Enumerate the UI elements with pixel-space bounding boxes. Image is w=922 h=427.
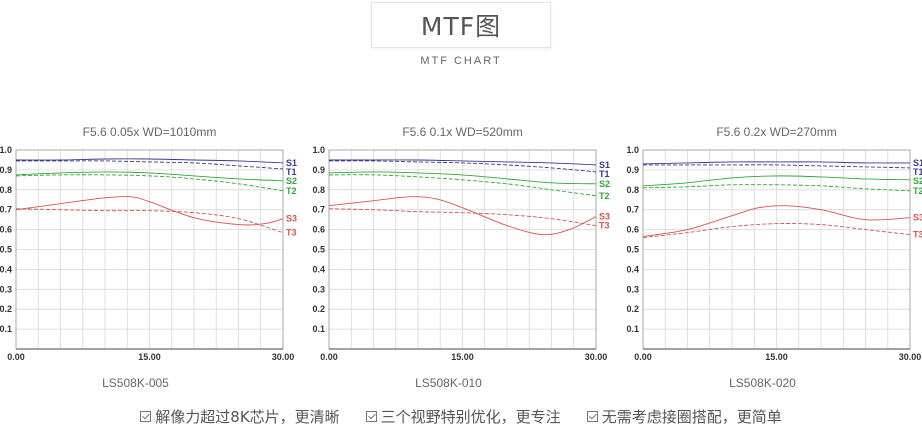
y-tick-label: 0.5: [312, 245, 325, 255]
y-tick-label: 0.2: [312, 304, 325, 314]
y-tick-label: 0.8: [0, 185, 12, 195]
x-tick-label: 30.00: [585, 352, 608, 362]
y-tick-label: 1.0: [626, 145, 639, 155]
checkbox-icon: [140, 411, 152, 422]
y-tick-label: 0.1: [0, 324, 12, 334]
legend-label: S1: [913, 158, 922, 168]
mtf-chart: F5.6 0.05x WD=1010mm 0.1 0.2 0.3 0.4 0.5 0.6 0.…: [0, 125, 297, 390]
y-tick-label: 0.6: [0, 225, 12, 235]
y-tick-label: 0.5: [626, 245, 639, 255]
x-tick-label: 30.00: [272, 352, 295, 362]
legend-label: S2: [599, 179, 610, 189]
y-tick-label: 0.8: [312, 185, 325, 195]
series-line-t3: [15, 208, 284, 234]
mtf-charts: F5.6 0.05x WD=1010mm 0.1 0.2 0.3 0.4 0.5 0.6 0.…: [0, 125, 922, 390]
feature-item: 解像力超过8K芯片，更清晰: [140, 406, 340, 427]
legend-label: S3: [599, 212, 610, 222]
series-line-t3: [642, 223, 911, 239]
legend-label: S2: [286, 176, 297, 186]
series-line-t2: [642, 184, 911, 192]
y-tick-label: 0.1: [626, 324, 639, 334]
y-tick-label: 0.6: [312, 225, 325, 235]
feature-text: 解像力超过8K芯片，更清晰: [155, 408, 340, 426]
legend-label: T2: [599, 191, 610, 201]
chart-title: F5.6 0.1x WD=520mm: [402, 125, 522, 139]
y-tick-label: 0.3: [0, 284, 12, 294]
legend-label: T1: [913, 167, 922, 177]
series-line-t1: [642, 164, 911, 169]
legend-label: T1: [599, 169, 610, 179]
feature-item: 无需考虑接圈搭配，更简单: [586, 406, 782, 427]
y-tick-label: 0.9: [0, 165, 12, 175]
y-tick-label: 0.4: [312, 264, 325, 274]
feature-text: 无需考虑接圈搭配，更简单: [601, 408, 782, 426]
chart-title: F5.6 0.05x WD=1010mm: [83, 125, 217, 139]
y-tick-label: 0.7: [0, 205, 12, 215]
legend-label: S3: [913, 213, 922, 223]
series-line-s2: [328, 171, 597, 185]
x-tick-label: 0.00: [634, 352, 652, 362]
x-tick-label: 0.00: [7, 352, 25, 362]
series-line-t1: [328, 160, 597, 173]
series-line-s1: [642, 161, 911, 165]
y-tick-label: 0.4: [626, 264, 639, 274]
chart-caption: LS508K-020: [729, 376, 796, 390]
y-tick-label: 0.3: [312, 284, 325, 294]
y-tick-label: 0.3: [626, 284, 639, 294]
series-line-s2: [642, 175, 911, 187]
mtf-chart: F5.6 0.1x WD=520mm 0.1 0.2 0.3 0.4 0.5 0.6 0.7 0…: [312, 125, 610, 390]
feature-text: 三个视野特别优化，更专注: [380, 408, 561, 426]
series-line-t1: [16, 160, 284, 170]
checkbox-icon: [365, 411, 377, 422]
title-box: MTF图: [371, 2, 551, 48]
page-subtitle: MTF CHART: [420, 55, 502, 67]
y-tick-label: 0.7: [312, 205, 325, 215]
legend-label: T3: [913, 230, 922, 240]
feature-list: 解像力超过8K芯片，更清晰 三个视野特别优化，更专注 无需考虑接圈搭配，更简单: [0, 406, 922, 427]
chart-caption: LS508K-005: [102, 376, 169, 390]
y-tick-label: 0.2: [626, 304, 639, 314]
checkbox-icon: [586, 411, 598, 422]
page-title: MTF图: [420, 12, 502, 41]
y-tick-label: 0.2: [0, 304, 12, 314]
y-tick-label: 0.5: [0, 245, 12, 255]
series-line-s1: [328, 159, 597, 166]
x-tick-label: 15.00: [451, 352, 474, 362]
chart-caption: LS508K-010: [415, 376, 482, 390]
legend-label: T3: [599, 221, 610, 231]
legend-label: T1: [286, 167, 297, 177]
legend-label: S3: [286, 214, 297, 224]
legend-label: S2: [913, 176, 922, 186]
chart-title: F5.6 0.2x WD=270mm: [716, 125, 836, 139]
y-tick-label: 0.6: [626, 225, 639, 235]
series-line-t2: [15, 174, 284, 192]
series-line-s3: [328, 196, 597, 236]
x-tick-label: 30.00: [899, 352, 922, 362]
legend-label: S1: [599, 160, 610, 170]
legend-label: S1: [286, 158, 297, 168]
y-tick-label: 0.1: [312, 324, 325, 334]
y-tick-label: 1.0: [0, 145, 12, 155]
legend-label: T3: [286, 228, 297, 238]
mtf-chart: F5.6 0.2x WD=270mm 0.1 0.2 0.3 0.4 0.5 0.6 0.7 0…: [626, 125, 922, 390]
feature-item: 三个视野特别优化，更专注: [365, 406, 561, 427]
series-line-t3: [328, 208, 597, 227]
series-line-s3: [642, 205, 911, 238]
y-tick-label: 0.9: [312, 165, 325, 175]
x-tick-label: 15.00: [138, 352, 161, 362]
legend-label: T2: [913, 186, 922, 196]
series-line-s1: [15, 158, 284, 164]
y-tick-label: 0.9: [626, 165, 639, 175]
x-tick-label: 15.00: [765, 352, 788, 362]
series-line-t2: [328, 174, 597, 197]
x-tick-label: 0.00: [320, 352, 338, 362]
y-tick-label: 0.7: [626, 205, 639, 215]
series-line-s2: [15, 171, 284, 182]
y-tick-label: 0.8: [626, 185, 639, 195]
legend-label: T2: [286, 186, 297, 196]
y-tick-label: 1.0: [312, 145, 325, 155]
y-tick-label: 0.4: [0, 264, 12, 274]
